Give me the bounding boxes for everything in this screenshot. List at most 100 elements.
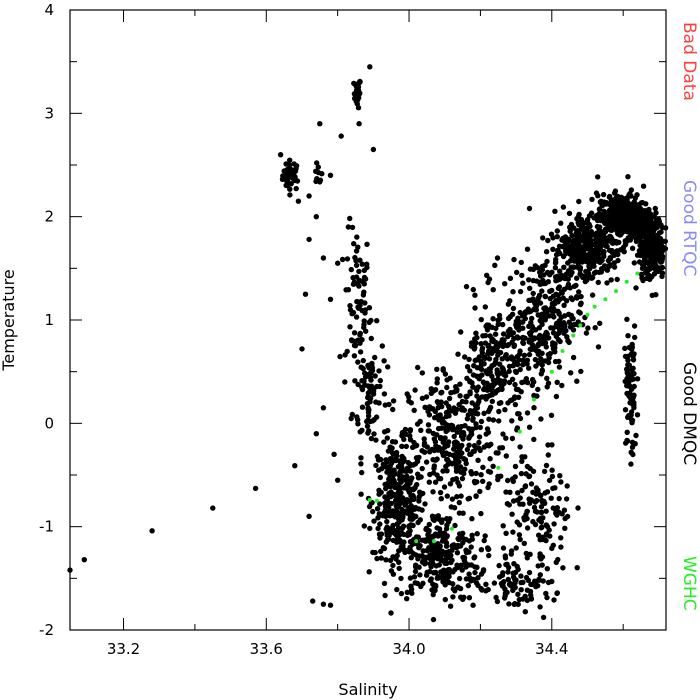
dmqc-point xyxy=(502,555,509,561)
dmqc-point xyxy=(473,330,479,336)
dmqc-point xyxy=(361,281,367,287)
dmqc-point xyxy=(553,333,559,339)
dmqc-point xyxy=(630,217,637,224)
dmqc-point xyxy=(479,345,486,351)
dmqc-point xyxy=(416,553,422,559)
dmqc-point xyxy=(284,166,291,173)
dmqc-point xyxy=(528,346,535,352)
dmqc-point xyxy=(559,382,565,389)
dmqc-point xyxy=(429,406,436,412)
dmqc-point xyxy=(558,314,564,321)
dmqc-point xyxy=(460,530,466,536)
dmqc-point xyxy=(354,101,360,107)
dmqc-point xyxy=(461,594,467,600)
dmqc-point xyxy=(432,582,439,589)
dmqc-point xyxy=(411,506,418,512)
dmqc-point xyxy=(385,448,392,454)
dmqc-point xyxy=(353,258,359,264)
dmqc-point xyxy=(564,334,570,340)
dmqc-point xyxy=(357,349,364,355)
dmqc-point xyxy=(415,364,421,371)
dmqc-point xyxy=(587,237,594,243)
dmqc-point xyxy=(361,318,367,324)
dmqc-point xyxy=(659,258,665,265)
dmqc-point xyxy=(556,364,563,370)
dmqc-point xyxy=(480,464,486,470)
dmqc-point xyxy=(407,480,413,486)
dmqc-point xyxy=(518,259,524,266)
dmqc-point xyxy=(509,511,515,517)
dmqc-point xyxy=(306,513,312,519)
dmqc-point xyxy=(463,564,469,570)
dmqc-point xyxy=(417,418,423,425)
dmqc-point xyxy=(377,377,383,384)
dmqc-point xyxy=(436,445,443,452)
dmqc-point xyxy=(355,421,361,427)
dmqc-point xyxy=(372,373,378,379)
dmqc-point xyxy=(604,280,610,286)
dmqc-point xyxy=(532,263,538,269)
dmqc-point xyxy=(587,248,594,255)
dmqc-point xyxy=(512,381,518,388)
dmqc-point xyxy=(416,506,422,512)
dmqc-point xyxy=(465,496,471,502)
dmqc-point xyxy=(387,494,393,500)
dmqc-point xyxy=(503,530,509,536)
dmqc-point xyxy=(359,261,365,267)
dmqc-point xyxy=(383,557,389,563)
dmqc-point xyxy=(517,288,524,295)
dmqc-point xyxy=(486,406,493,413)
dmqc-point xyxy=(493,594,499,601)
dmqc-point xyxy=(428,547,434,553)
dmqc-point xyxy=(419,465,425,472)
dmqc-point xyxy=(472,569,478,576)
dmqc-point xyxy=(592,253,599,259)
dmqc-point xyxy=(560,204,567,210)
dmqc-point xyxy=(466,356,472,363)
dmqc-point xyxy=(398,575,404,582)
dmqc-point xyxy=(494,255,501,261)
dmqc-point xyxy=(355,359,361,365)
dmqc-point xyxy=(569,232,575,239)
dmqc-point xyxy=(659,264,666,271)
dmqc-point xyxy=(385,536,392,542)
dmqc-point xyxy=(502,281,508,287)
dmqc-point xyxy=(495,344,501,350)
dmqc-point xyxy=(475,373,481,380)
dmqc-point xyxy=(515,394,522,400)
dmqc-point xyxy=(588,210,595,216)
dmqc-point xyxy=(373,462,379,469)
dmqc-point xyxy=(401,458,407,464)
dmqc-point xyxy=(611,260,617,266)
dmqc-point xyxy=(368,369,374,375)
dmqc-point xyxy=(366,503,373,510)
dmqc-point xyxy=(390,522,396,529)
dmqc-point xyxy=(481,537,487,544)
dmqc-point xyxy=(517,309,523,316)
dmqc-point xyxy=(358,455,364,461)
dmqc-point xyxy=(463,536,469,543)
y-tick-label: -1 xyxy=(39,518,54,536)
dmqc-point xyxy=(624,390,630,397)
dmqc-point xyxy=(608,200,614,206)
dmqc-point xyxy=(576,211,582,218)
dmqc-point xyxy=(496,312,503,319)
dmqc-point xyxy=(592,325,598,331)
dmqc-point xyxy=(426,479,432,485)
dmqc-point xyxy=(426,428,432,434)
dmqc-point xyxy=(514,269,520,276)
dmqc-point xyxy=(459,475,466,482)
dmqc-point xyxy=(482,533,488,539)
dmqc-point xyxy=(339,256,346,263)
dmqc-point xyxy=(636,259,643,265)
dmqc-point xyxy=(510,330,517,336)
dmqc-point xyxy=(552,208,558,214)
dmqc-point xyxy=(402,426,409,433)
dmqc-point xyxy=(453,456,459,462)
dmqc-point xyxy=(494,367,500,373)
y-tick-label: -2 xyxy=(39,621,54,639)
dmqc-point xyxy=(430,489,436,495)
dmqc-point xyxy=(514,354,520,360)
dmqc-point xyxy=(523,550,529,557)
dmqc-point xyxy=(465,412,471,418)
